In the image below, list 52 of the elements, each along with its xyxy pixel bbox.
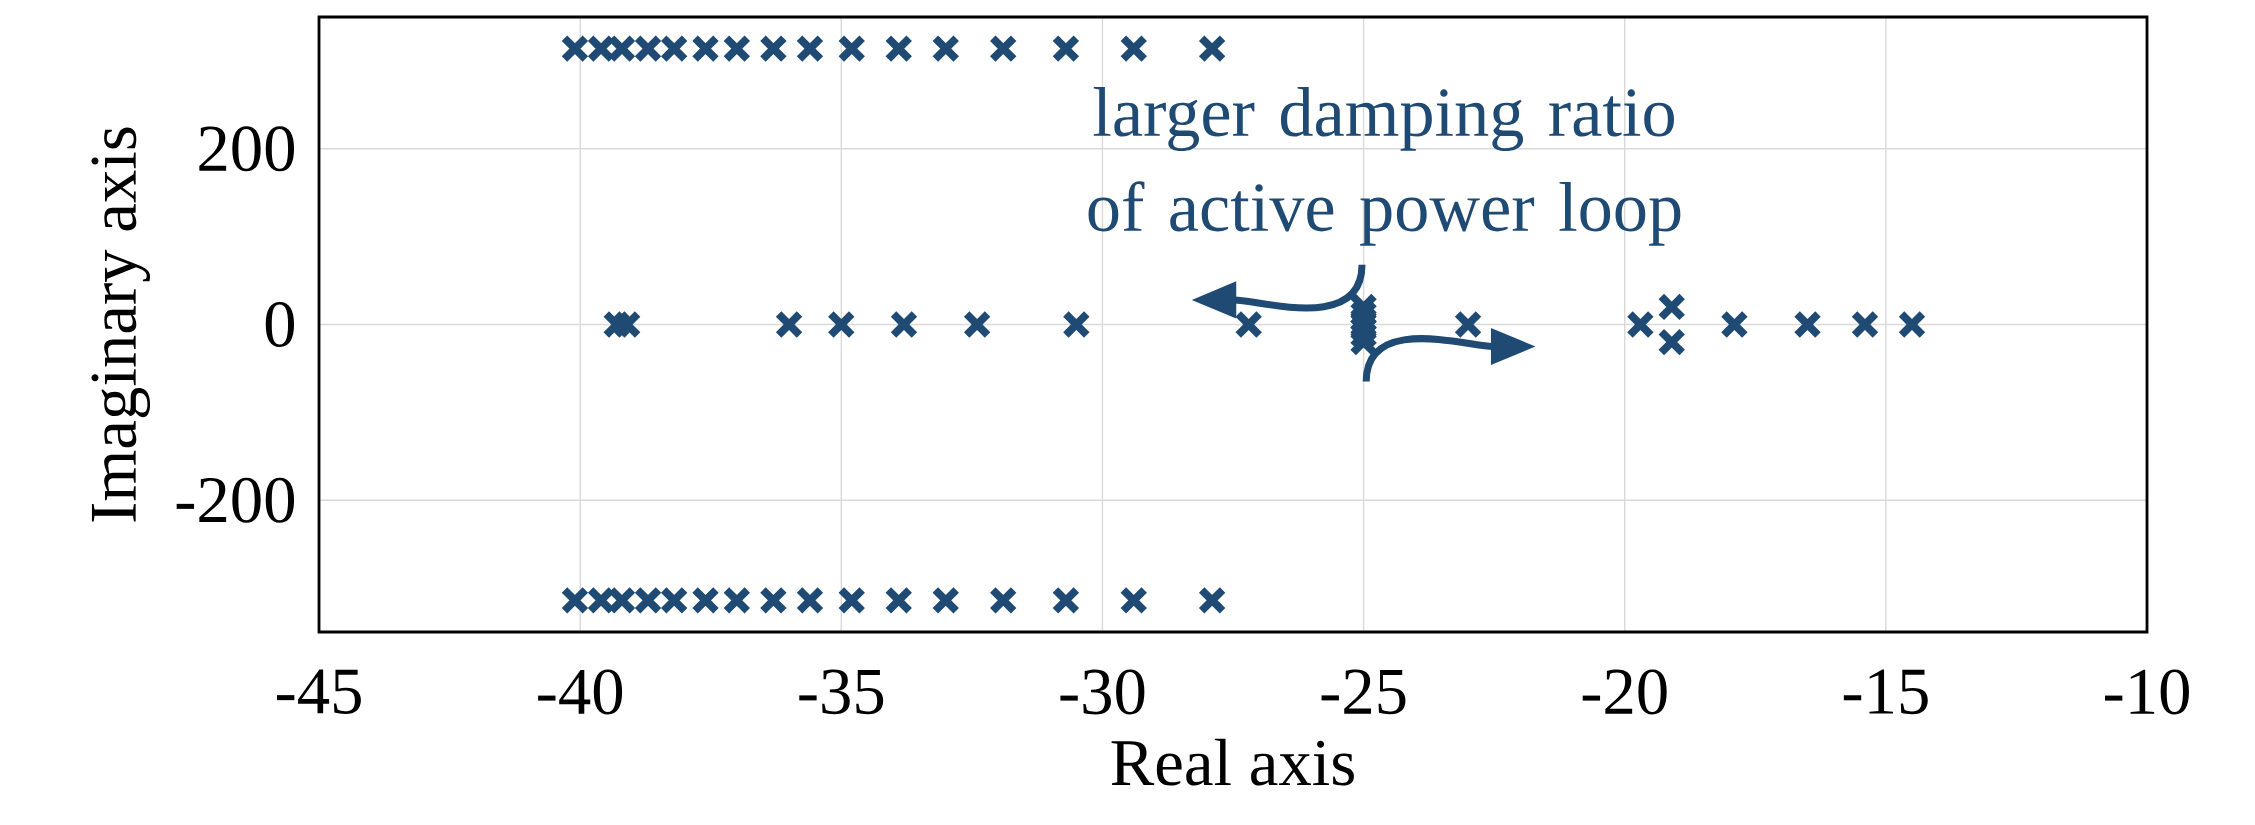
point — [1197, 586, 1227, 615]
y-axis-title: Imaginary axis — [91, 127, 151, 522]
point — [612, 310, 642, 339]
point — [795, 34, 825, 63]
point — [1119, 34, 1149, 63]
point — [837, 34, 867, 63]
point — [988, 34, 1018, 63]
point — [1657, 292, 1687, 322]
point — [884, 34, 914, 63]
x-tick-label: -10 — [2104, 669, 2189, 715]
x-tick-label: -30 — [1060, 669, 1145, 715]
x-tick-label: -35 — [799, 669, 884, 715]
point — [722, 34, 752, 63]
point — [962, 310, 992, 339]
point — [889, 310, 919, 339]
point — [1051, 586, 1081, 615]
point — [774, 310, 804, 339]
point — [1197, 34, 1227, 63]
x-tick-label: -15 — [1843, 669, 1928, 715]
point — [988, 586, 1018, 615]
point — [1720, 310, 1749, 339]
x-tick-label: -25 — [1321, 669, 1406, 715]
point — [1897, 310, 1927, 339]
y-tick-label: -200 — [176, 477, 295, 523]
point — [1062, 310, 1091, 339]
point — [1234, 310, 1263, 339]
point — [1119, 586, 1149, 615]
point — [1657, 327, 1687, 357]
point — [1850, 310, 1880, 339]
x-tick-label: -45 — [276, 669, 361, 715]
point — [1793, 310, 1822, 339]
point — [837, 586, 867, 615]
x-tick-label: -20 — [1582, 669, 1667, 715]
y-tick-label: 0 — [265, 302, 295, 348]
point — [691, 34, 720, 63]
point — [722, 586, 752, 615]
point — [931, 34, 961, 63]
point — [1051, 34, 1081, 63]
point — [602, 310, 632, 339]
point — [759, 586, 788, 615]
point — [931, 586, 961, 615]
point — [759, 34, 788, 63]
point — [1626, 310, 1655, 339]
point — [827, 310, 856, 339]
annotation: larger damping ratio of active power loop — [1088, 87, 1681, 246]
x-axis-title: Real axis — [1111, 738, 1354, 786]
point — [691, 586, 720, 615]
point — [884, 586, 914, 615]
x-tick-label: -40 — [538, 669, 623, 715]
point — [795, 586, 825, 615]
y-tick-label: 200 — [199, 126, 295, 172]
point — [1453, 310, 1483, 339]
